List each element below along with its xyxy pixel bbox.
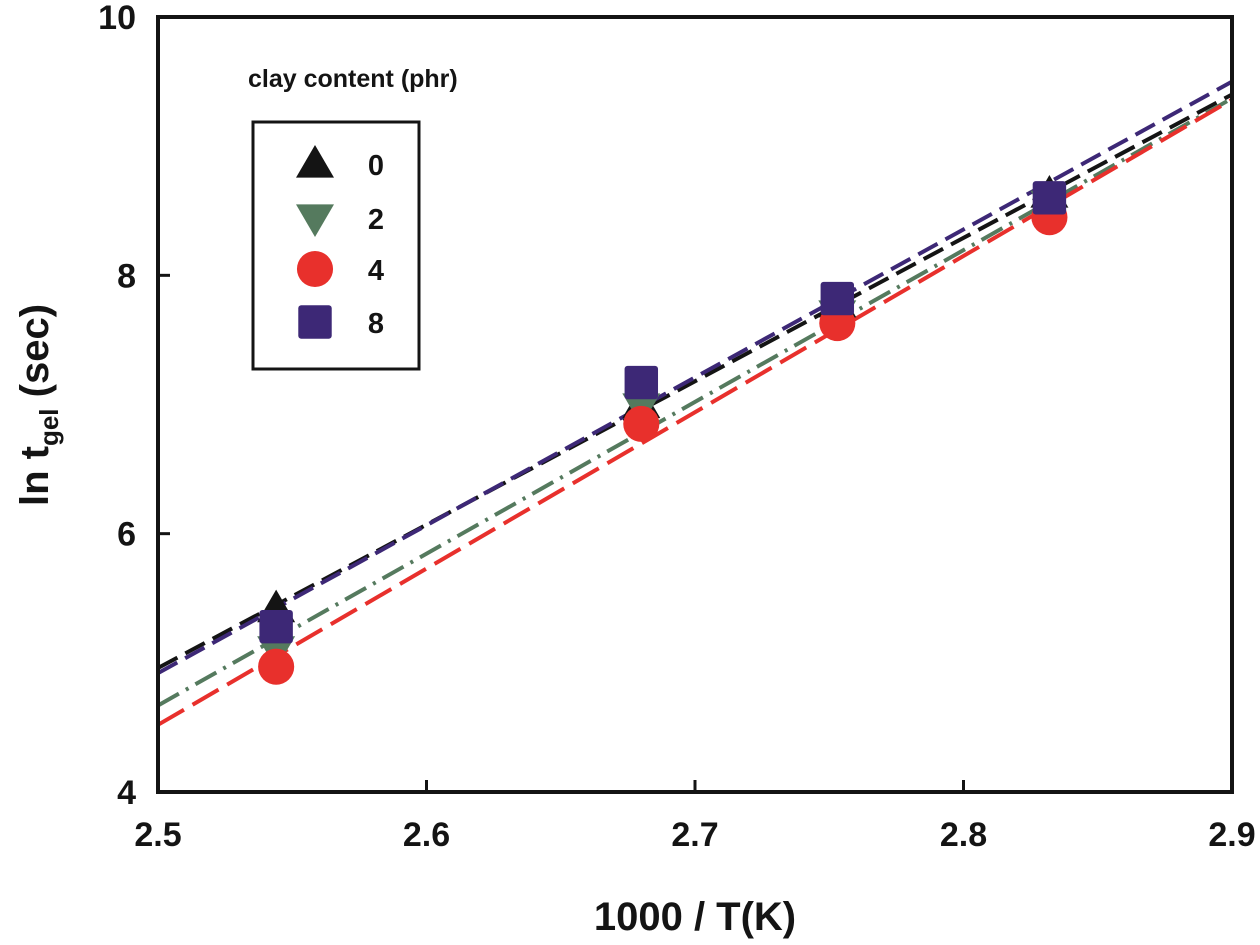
fit-line-8: [157, 79, 1233, 675]
y-axis-title-tail: (sec): [13, 304, 57, 409]
data-markers: [257, 174, 1069, 685]
data-point-8: [1032, 181, 1067, 215]
data-point-4: [623, 405, 660, 442]
y-axis-title: ln tgel (sec): [13, 304, 64, 506]
y-tick-label: 4: [117, 774, 136, 812]
x-tick-label: 2.8: [940, 816, 987, 854]
legend-items: 0 2 4 8: [296, 145, 384, 340]
fit-line-4: [156, 97, 1234, 727]
x-tick-label: 2.5: [134, 816, 181, 854]
fit-line-2: [157, 96, 1233, 708]
y-tick-label: 6: [117, 516, 136, 554]
axis-ticks: [156, 15, 1234, 794]
x-tick-label: 2.7: [671, 816, 718, 854]
data-point-4: [258, 648, 295, 685]
legend-label: 8: [368, 308, 384, 340]
x-tick-label: 2.9: [1208, 816, 1255, 854]
data-point-8: [624, 365, 659, 400]
y-axis-title-subscript: gel: [34, 408, 64, 446]
legend-title: clay content (phr): [248, 65, 458, 93]
x-tick-label: 2.6: [403, 816, 450, 854]
y-tick-label: 10: [98, 0, 136, 37]
y-axis-title-main: ln t: [13, 446, 57, 506]
legend-marker-0: [296, 145, 334, 178]
fit-lines: [156, 79, 1234, 727]
legend-box: [251, 120, 421, 371]
data-point-8: [259, 609, 293, 644]
legend-marker-8: [298, 305, 332, 339]
tick-labels: 2.5 2.6 2.7 2.8 2.9 4 6 8 10: [98, 0, 1255, 854]
legend-label: 0: [368, 150, 384, 182]
legend-marker-4: [296, 250, 334, 288]
legend-marker-2: [296, 204, 334, 237]
legend-label: 2: [368, 204, 384, 236]
legend-label: 4: [368, 255, 384, 287]
y-tick-label: 8: [117, 257, 136, 295]
x-axis-title: 1000 / T(K): [594, 895, 796, 939]
data-point-8: [820, 281, 855, 316]
